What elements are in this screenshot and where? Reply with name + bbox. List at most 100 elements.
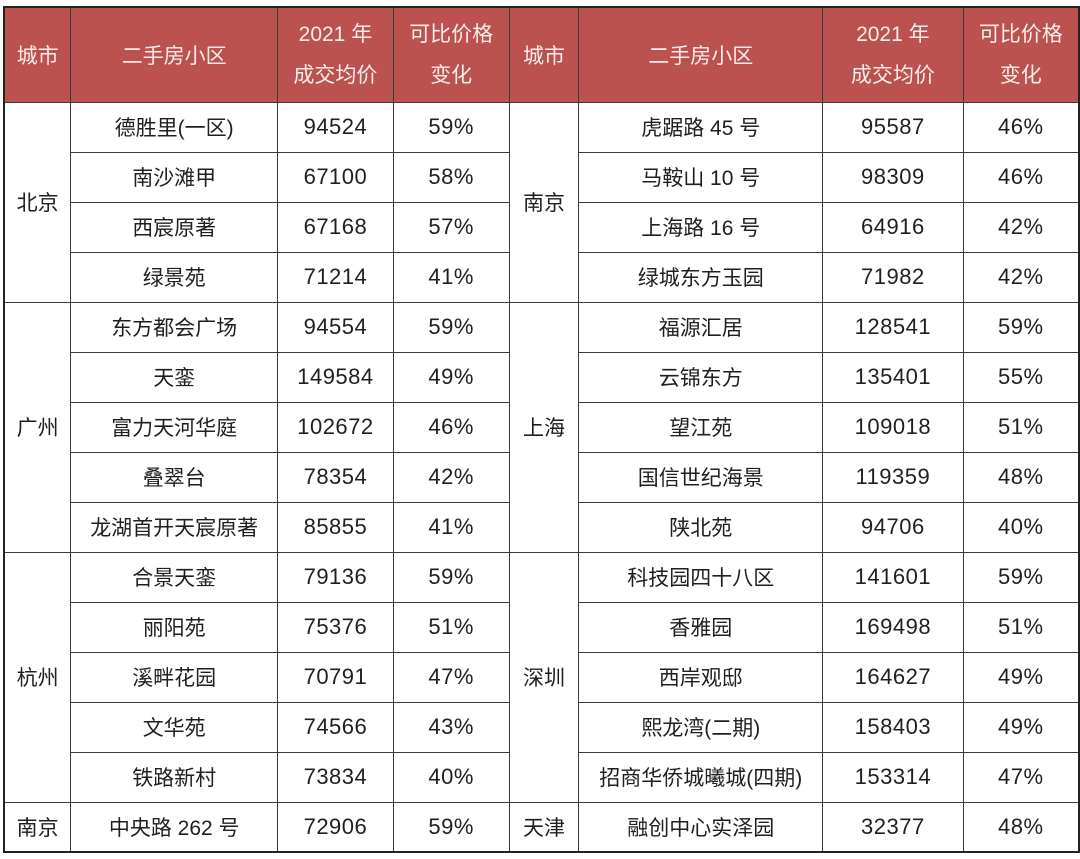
change-cell: 49%	[962, 651, 1080, 703]
change-cell: 47%	[962, 751, 1080, 803]
col-header-price-left-line2: 成交均价	[293, 63, 378, 87]
change-cell: 57%	[392, 201, 510, 253]
city-cell-hangzhou: 杭州	[3, 551, 72, 803]
community-cell: 溪畔花园	[70, 651, 279, 703]
change-cell: 40%	[962, 501, 1080, 553]
price-cell: 102672	[277, 401, 394, 453]
community-cell: 望江苑	[578, 401, 824, 453]
price-cell: 70791	[277, 651, 394, 703]
price-cell: 141601	[822, 551, 964, 603]
price-cell: 94554	[277, 301, 394, 353]
community-cell: 文华苑	[70, 701, 279, 753]
community-cell: 招商华侨城曦城(四期)	[578, 751, 824, 803]
change-cell: 42%	[962, 201, 1080, 253]
community-cell: 融创中心实泽园	[578, 801, 824, 853]
change-cell: 46%	[962, 151, 1080, 203]
change-cell: 42%	[392, 451, 510, 503]
col-header-price-left-line1: 2021 年	[298, 22, 373, 46]
change-cell: 55%	[962, 351, 1080, 403]
table-header: 城市 二手房小区 2021 年 成交均价 可比价格 变化 城市 二手房小区 20…	[3, 6, 1080, 103]
price-cell: 153314	[822, 751, 964, 803]
change-cell: 41%	[392, 501, 510, 553]
price-cell: 85855	[277, 501, 394, 553]
community-cell: 马鞍山 10 号	[578, 151, 824, 203]
city-cell-beijing: 北京	[3, 101, 72, 303]
change-cell: 59%	[962, 301, 1080, 353]
community-cell: 西岸观邸	[578, 651, 824, 703]
change-cell: 59%	[392, 301, 510, 353]
community-cell: 上海路 16 号	[578, 201, 824, 253]
community-cell: 云锦东方	[578, 351, 824, 403]
price-cell: 67100	[277, 151, 394, 203]
col-header-community-right: 二手房小区	[578, 6, 824, 103]
community-cell: 国信世纪海景	[578, 451, 824, 503]
community-cell: 丽阳苑	[70, 601, 279, 653]
price-cell: 149584	[277, 351, 394, 403]
community-cell: 东方都会广场	[70, 301, 279, 353]
price-cell: 158403	[822, 701, 964, 753]
table-row: 西宸原著 67168 57% 上海路 16 号 64916 42%	[4, 201, 1080, 253]
change-cell: 40%	[392, 751, 510, 803]
city-cell-nanjing-left: 南京	[3, 801, 72, 853]
community-cell: 绿景苑	[70, 251, 279, 303]
table-body: 北京 德胜里(一区) 94524 59% 南京 虎踞路 45 号 95587 4…	[3, 101, 1080, 853]
community-cell: 龙湖首开天宸原著	[70, 501, 279, 553]
community-cell: 叠翠台	[70, 451, 279, 503]
community-cell: 南沙滩甲	[70, 151, 279, 203]
col-header-community-left: 二手房小区	[70, 6, 279, 103]
change-cell: 41%	[392, 251, 510, 303]
header-row: 城市 二手房小区 2021 年 成交均价 可比价格 变化 城市 二手房小区 20…	[3, 6, 1080, 103]
price-cell: 169498	[822, 601, 964, 653]
community-cell: 陕北苑	[578, 501, 824, 553]
housing-price-table: 城市 二手房小区 2021 年 成交均价 可比价格 变化 城市 二手房小区 20…	[3, 6, 1080, 853]
price-cell: 72906	[277, 801, 394, 853]
table-row: 溪畔花园 70791 47% 西岸观邸 164627 49%	[4, 651, 1080, 703]
price-cell: 95587	[822, 101, 964, 153]
community-cell: 绿城东方玉园	[578, 251, 824, 303]
price-cell: 79136	[277, 551, 394, 603]
col-header-price-left: 2021 年 成交均价	[277, 6, 394, 103]
city-cell-nanjing-right: 南京	[508, 101, 580, 303]
col-header-price-right-line2: 成交均价	[850, 63, 935, 87]
col-header-city-right: 城市	[508, 6, 580, 103]
col-header-change-left: 可比价格 变化	[392, 6, 510, 103]
city-cell-tianjin: 天津	[508, 801, 580, 853]
col-header-change-right-line1: 可比价格	[978, 22, 1063, 46]
table-row: 铁路新村 73834 40% 招商华侨城曦城(四期) 153314 47%	[4, 751, 1080, 803]
price-cell: 71982	[822, 251, 964, 303]
city-cell-shanghai: 上海	[508, 301, 580, 553]
change-cell: 59%	[962, 551, 1080, 603]
community-cell: 合景天銮	[70, 551, 279, 603]
table-row: 丽阳苑 75376 51% 香雅园 169498 51%	[4, 601, 1080, 653]
change-cell: 48%	[962, 451, 1080, 503]
change-cell: 49%	[392, 351, 510, 403]
change-cell: 59%	[392, 101, 510, 153]
price-cell: 73834	[277, 751, 394, 803]
price-cell: 78354	[277, 451, 394, 503]
table-row: 南沙滩甲 67100 58% 马鞍山 10 号 98309 46%	[4, 151, 1080, 203]
price-cell: 67168	[277, 201, 394, 253]
price-cell: 164627	[822, 651, 964, 703]
city-cell-shenzhen: 深圳	[508, 551, 580, 803]
change-cell: 49%	[962, 701, 1080, 753]
col-header-price-right: 2021 年 成交均价	[822, 6, 964, 103]
change-cell: 47%	[392, 651, 510, 703]
price-cell: 75376	[277, 601, 394, 653]
table-row: 广州 东方都会广场 94554 59% 上海 福源汇居 128541 59%	[3, 301, 1080, 553]
change-cell: 46%	[962, 101, 1080, 153]
table-row: 绿景苑 71214 41% 绿城东方玉园 71982 42%	[4, 251, 1080, 303]
price-cell: 94524	[277, 101, 394, 153]
change-cell: 42%	[962, 251, 1080, 303]
table-row: 叠翠台 78354 42% 国信世纪海景 119359 48%	[4, 451, 1080, 503]
community-cell: 熙龙湾(二期)	[578, 701, 824, 753]
community-cell: 虎踞路 45 号	[578, 101, 824, 153]
community-cell: 中央路 262 号	[70, 801, 279, 853]
col-header-change-left-line1: 可比价格	[409, 22, 494, 46]
price-cell: 74566	[277, 701, 394, 753]
col-header-change-left-line2: 变化	[430, 63, 473, 87]
table-row: 龙湖首开天宸原著 85855 41% 陕北苑 94706 40%	[4, 501, 1080, 553]
community-cell: 铁路新村	[70, 751, 279, 803]
col-header-change-right: 可比价格 变化	[962, 6, 1080, 103]
change-cell: 58%	[392, 151, 510, 203]
change-cell: 48%	[962, 801, 1080, 853]
